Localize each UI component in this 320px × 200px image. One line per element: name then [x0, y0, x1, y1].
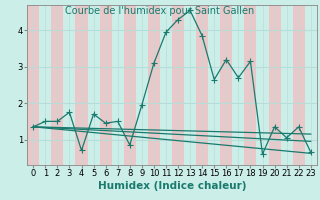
- Bar: [100, 5, 112, 165]
- Bar: [196, 5, 208, 165]
- Bar: [124, 5, 136, 165]
- X-axis label: Humidex (Indice chaleur): Humidex (Indice chaleur): [98, 181, 246, 191]
- Bar: [317, 5, 320, 165]
- Bar: [76, 5, 88, 165]
- Bar: [51, 5, 63, 165]
- Bar: [268, 5, 281, 165]
- Bar: [27, 5, 39, 165]
- Bar: [220, 5, 232, 165]
- Bar: [172, 5, 184, 165]
- Bar: [293, 5, 305, 165]
- Text: Courbe de l'humidex pour Saint Gallen: Courbe de l'humidex pour Saint Gallen: [65, 6, 255, 16]
- Bar: [148, 5, 160, 165]
- Bar: [244, 5, 256, 165]
